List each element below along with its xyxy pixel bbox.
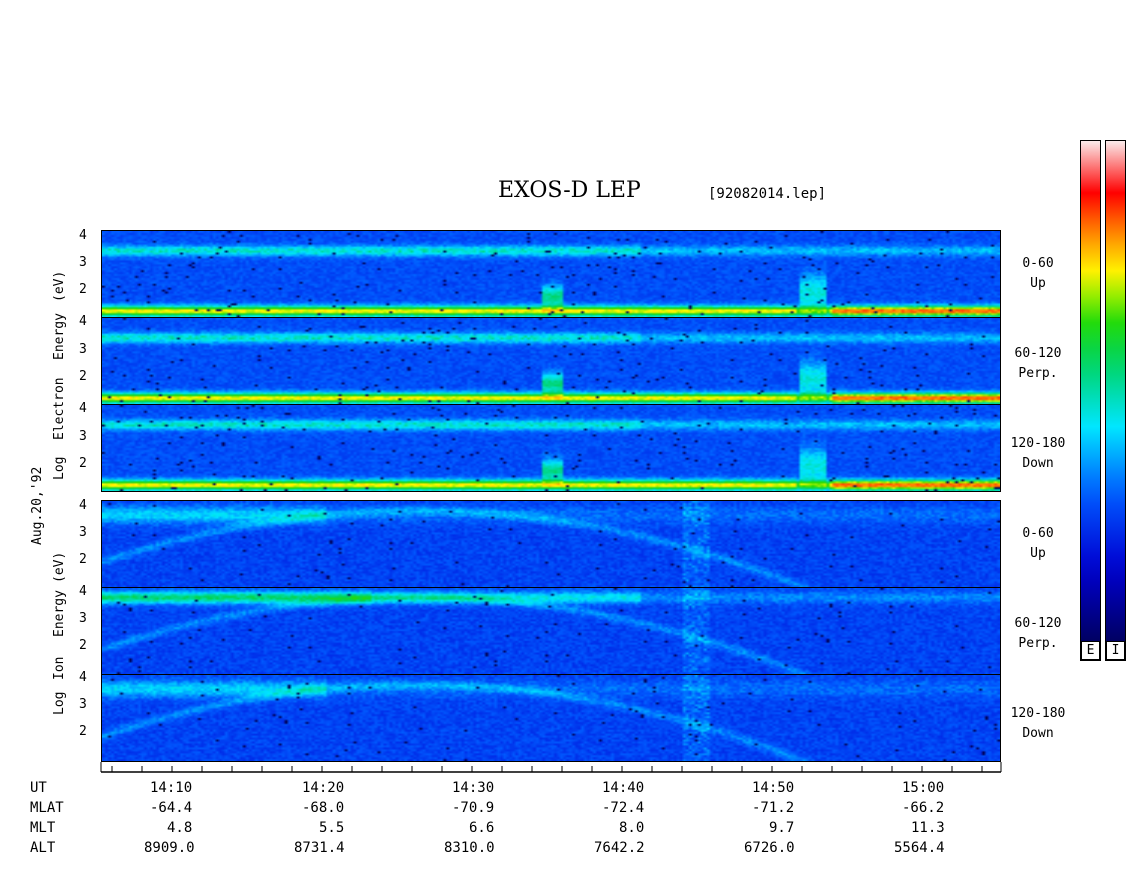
- mlt-value: 9.7: [769, 820, 795, 836]
- mlat-value: -72.4: [602, 800, 645, 816]
- mlat-value: -66.2: [902, 800, 945, 816]
- pitch-label-e-down: 120-180 Down: [1010, 436, 1066, 471]
- ion-ylabel-unit: (eV): [52, 551, 67, 583]
- ion-ylabel-species: Ion: [52, 656, 67, 680]
- mlt-value: 6.6: [469, 820, 495, 836]
- colorbar-label-i: I: [1106, 641, 1125, 660]
- ion-panel-down: [101, 674, 1001, 762]
- alt-value: 8310.0: [444, 840, 495, 856]
- mlt-value: 5.5: [319, 820, 345, 836]
- mlat-value: -64.4: [150, 800, 193, 816]
- mlat-value: -68.0: [302, 800, 345, 816]
- y-tick: 4: [79, 314, 87, 329]
- figure-title: EXOS-D LEP: [498, 178, 641, 203]
- pitch-label-i-down: 120-180 Down: [1010, 706, 1066, 741]
- y-tick: 3: [79, 255, 87, 270]
- alt-value: 7642.2: [594, 840, 645, 856]
- ion-colorbar: [1105, 140, 1126, 661]
- y-tick: 2: [79, 638, 87, 653]
- mlt-value: 8.0: [619, 820, 645, 836]
- row-label-mlat: MLAT: [30, 800, 64, 816]
- electron-panel-down: [101, 404, 1001, 492]
- electron-panel-perp: [101, 317, 1001, 405]
- y-tick: 4: [79, 670, 87, 685]
- y-tick: 4: [79, 228, 87, 243]
- ion-ylabel-energy: Energy: [52, 590, 67, 637]
- electron-ylabel-species: Electron: [52, 377, 67, 440]
- date-label: Aug.20,'92: [30, 466, 45, 545]
- electron-colorbar: [1080, 140, 1101, 661]
- ion-panel-perp: [101, 587, 1001, 675]
- alt-value: 8909.0: [144, 840, 195, 856]
- mlt-value: 4.8: [167, 820, 193, 836]
- pitch-label-i-perp: 60-120 Perp.: [1014, 616, 1062, 651]
- row-label-alt: ALT: [30, 840, 56, 856]
- y-tick: 3: [79, 611, 87, 626]
- y-tick: 2: [79, 724, 87, 739]
- y-tick: 4: [79, 584, 87, 599]
- electron-ylabel-log: Log: [52, 456, 67, 480]
- ion-panel-up: [101, 500, 1001, 588]
- row-label-mlt: MLT: [30, 820, 56, 836]
- file-name: [92082014.lep]: [708, 186, 827, 202]
- y-tick: 4: [79, 498, 87, 513]
- ut-value: 14:40: [602, 780, 645, 796]
- electron-ylabel-energy: Energy: [52, 313, 67, 360]
- y-tick: 2: [79, 282, 87, 297]
- alt-value: 5564.4: [894, 840, 945, 856]
- colorbar-label-e: E: [1081, 641, 1100, 660]
- ut-value: 14:20: [302, 780, 345, 796]
- ut-value: 14:10: [150, 780, 193, 796]
- mlt-value: 11.3: [911, 820, 945, 836]
- row-label-ut: UT: [30, 780, 47, 796]
- pitch-label-e-up: 0-60 Up: [1022, 256, 1054, 291]
- y-tick: 3: [79, 342, 87, 357]
- pitch-label-e-perp: 60-120 Perp.: [1014, 346, 1062, 381]
- y-tick: 3: [79, 429, 87, 444]
- mlat-value: -70.9: [452, 800, 495, 816]
- pitch-label-i-up: 0-60 Up: [1022, 526, 1054, 561]
- y-tick: 2: [79, 456, 87, 471]
- y-tick: 2: [79, 552, 87, 567]
- y-tick: 3: [79, 525, 87, 540]
- mlat-value: -71.2: [752, 800, 795, 816]
- ut-value: 15:00: [902, 780, 945, 796]
- electron-ylabel-unit: (eV): [52, 270, 67, 302]
- alt-value: 8731.4: [294, 840, 345, 856]
- electron-panel-up: [101, 230, 1001, 318]
- ut-value: 14:30: [452, 780, 495, 796]
- y-tick: 2: [79, 369, 87, 384]
- ion-ylabel-log: Log: [52, 691, 67, 715]
- y-tick: 3: [79, 697, 87, 712]
- ut-value: 14:50: [752, 780, 795, 796]
- alt-value: 6726.0: [744, 840, 795, 856]
- y-tick: 4: [79, 401, 87, 416]
